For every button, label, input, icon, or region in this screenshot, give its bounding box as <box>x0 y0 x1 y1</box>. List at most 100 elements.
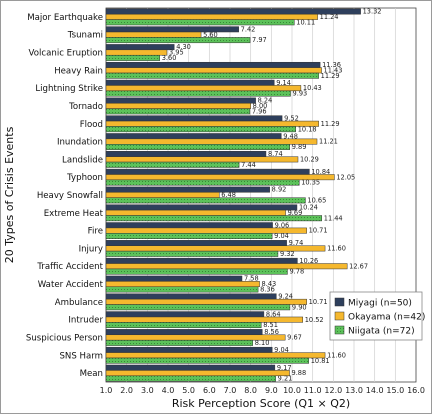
bar <box>105 263 348 270</box>
value-label: 9.74 <box>289 239 304 247</box>
value-label: 11.24 <box>320 13 339 21</box>
category-label: Tsunami <box>67 31 103 41</box>
value-label: 9.04 <box>274 232 289 240</box>
category-label: Injury <box>79 244 103 254</box>
bar <box>105 44 175 51</box>
value-label: 7.58 <box>244 275 259 283</box>
bar <box>105 37 251 44</box>
bar <box>105 151 267 157</box>
value-label: 10.35 <box>301 179 320 187</box>
bar <box>105 126 296 133</box>
category-label: Water Accident <box>38 280 104 290</box>
category-label: Lightning Strike <box>35 84 103 94</box>
category-label: Major Earthquake <box>27 13 103 23</box>
legend-swatch <box>334 311 345 321</box>
value-label: 3.60 <box>162 54 177 62</box>
bar <box>105 79 275 86</box>
value-label: 9.04 <box>274 346 289 354</box>
bar <box>105 364 276 371</box>
value-label: 8.24 <box>258 97 273 105</box>
bar <box>105 197 306 204</box>
x-tick-label: 9.0 <box>265 386 278 395</box>
category-label: Mean <box>80 369 103 379</box>
category-label: SNS Harm <box>59 351 103 361</box>
bar <box>105 257 298 264</box>
value-label: 10.26 <box>299 257 318 265</box>
category-label: Tornado <box>68 102 103 112</box>
bar <box>105 26 239 33</box>
value-label: 8.92 <box>272 186 287 194</box>
bar <box>105 204 298 211</box>
bar <box>105 120 319 127</box>
bar <box>105 250 279 257</box>
bar <box>105 281 260 287</box>
value-label: 8.43 <box>262 280 277 288</box>
bar <box>105 209 286 216</box>
value-label: 11.21 <box>319 138 338 146</box>
value-label: 10.71 <box>309 227 328 235</box>
category-label: Intruder <box>68 316 103 326</box>
value-label: 7.44 <box>241 161 256 169</box>
bar <box>105 31 202 38</box>
value-label: 9.17 <box>277 364 292 372</box>
bar <box>105 370 290 377</box>
bar <box>105 97 256 104</box>
bar <box>105 179 300 186</box>
bar <box>105 144 290 150</box>
category-label: Heavy Rain <box>54 66 103 76</box>
x-tick-labels: 1.0 2.0 3.0 4.0 5.0 6.0 7.0 8.0 9.0 10.0 11.0 12.0 1… <box>100 386 425 395</box>
value-label: 5.60 <box>203 31 218 39</box>
bar <box>105 233 273 239</box>
x-tick-label: 6.0 <box>203 386 216 395</box>
value-label: 10.29 <box>300 155 319 163</box>
category-label: Volcanic Eruption <box>29 49 103 59</box>
bar <box>105 298 307 305</box>
bar <box>105 19 295 26</box>
value-label: 11.44 <box>324 214 343 222</box>
bar <box>105 168 310 175</box>
bar <box>105 161 240 168</box>
value-label: 13.32 <box>363 8 382 16</box>
legend-label: Niigata (n=72) <box>348 327 415 337</box>
value-label: 10.18 <box>298 125 317 133</box>
bar <box>105 222 273 229</box>
value-label: 11.43 <box>324 66 343 74</box>
value-label: 9.89 <box>292 143 307 151</box>
x-tick-label: 2.0 <box>120 386 133 395</box>
value-label: 8.74 <box>268 150 283 158</box>
bar <box>105 103 251 109</box>
value-label: 11.36 <box>322 61 341 69</box>
bar <box>105 339 253 346</box>
value-label: 11.60 <box>327 351 346 359</box>
bar <box>105 268 288 275</box>
bar <box>105 293 277 300</box>
bar <box>105 240 287 246</box>
bar <box>105 346 273 353</box>
category-label: Inundation <box>57 138 103 148</box>
category-label: Typhoon <box>66 173 103 183</box>
value-label: 9.93 <box>293 90 308 98</box>
x-tick-label: 3.0 <box>141 386 154 395</box>
value-label: 10.11 <box>296 18 315 26</box>
category-label: Suspicious Person <box>26 333 103 343</box>
value-label: 4.30 <box>176 43 191 51</box>
value-label: 9.14 <box>276 79 291 87</box>
x-tick-label: 12.0 <box>324 386 342 395</box>
bar <box>105 90 291 97</box>
value-label: 11.29 <box>321 72 340 80</box>
x-tick-label: 14.0 <box>366 386 384 395</box>
x-tick-label: 15.0 <box>386 386 404 395</box>
bar <box>105 138 318 145</box>
value-label: 6.48 <box>221 191 236 199</box>
x-tick-label: 16.0 <box>407 386 425 395</box>
value-label: 9.24 <box>278 293 293 301</box>
value-label: 10.65 <box>307 197 326 205</box>
bar <box>105 215 323 222</box>
value-label: 11.29 <box>321 120 340 128</box>
x-axis-title: Risk Perception Score (Q1 × Q2) <box>172 397 350 410</box>
bar <box>105 115 283 122</box>
value-label: 10.52 <box>305 316 324 324</box>
x-tick-label: 11.0 <box>304 386 322 395</box>
value-label: 9.06 <box>275 221 290 229</box>
category-label: Traffic Accident <box>36 262 103 272</box>
